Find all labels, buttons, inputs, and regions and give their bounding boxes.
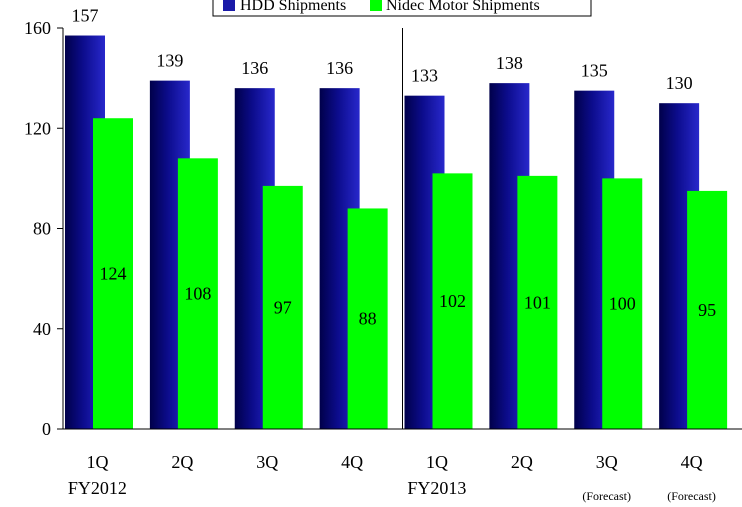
legend-label-nidec: Nidec Motor Shipments — [386, 0, 540, 14]
hdd-value-label: 139 — [156, 51, 183, 71]
hdd-value-label: 135 — [581, 61, 608, 81]
legend-label-hdd: HDD Shipments — [240, 0, 346, 14]
nidec-bar — [687, 190, 728, 429]
y-tick-label: 0 — [42, 419, 51, 439]
nidec-bar — [602, 178, 643, 429]
nidec-bar — [262, 185, 303, 429]
hdd-value-label: 136 — [326, 58, 353, 78]
hdd-value-label: 138 — [496, 53, 523, 73]
nidec-value-label: 97 — [274, 297, 292, 317]
nidec-bar — [93, 118, 133, 429]
nidec-value-label: 102 — [439, 291, 466, 311]
nidec-value-label: 124 — [100, 264, 127, 284]
category-label: 1Q — [426, 452, 448, 472]
category-note: (Forecast) — [667, 489, 716, 503]
hdd-value-label: 136 — [241, 58, 268, 78]
nidec-value-label: 88 — [359, 309, 377, 329]
category-label: 2Q — [171, 452, 193, 472]
y-axis: 0 40 80 120 160 — [24, 18, 64, 439]
nidec-value-label: 100 — [609, 294, 636, 314]
category-label: 1Q — [86, 452, 108, 472]
category-label: 4Q — [681, 452, 703, 472]
nidec-bar — [517, 175, 558, 429]
group-label: FY2013 — [407, 478, 466, 498]
bars: 157 124 139 108 136 97 136 88 133 102 138 101 135 100… — [65, 6, 728, 430]
legend-swatch-hdd — [223, 0, 235, 11]
category-label: 2Q — [511, 452, 533, 472]
nidec-value-label: 95 — [698, 300, 716, 320]
nidec-value-label: 101 — [524, 292, 551, 312]
y-tick-label: 160 — [24, 18, 51, 38]
nidec-bar — [432, 173, 473, 429]
hdd-value-label: 130 — [666, 73, 693, 93]
hdd-value-label: 133 — [411, 66, 438, 86]
legend-swatch-nidec — [370, 0, 382, 11]
x-axis: 1Q 2Q 3Q 4Q 1Q 2Q 3Q (Forecast) 4Q (Forecast) FY20… — [63, 28, 742, 503]
y-tick-label: 120 — [24, 118, 51, 138]
y-tick-label: 80 — [33, 219, 51, 239]
hdd-value-label: 157 — [72, 6, 99, 26]
nidec-bar — [347, 208, 388, 429]
nidec-bar — [177, 158, 218, 429]
y-tick-label: 40 — [33, 319, 51, 339]
legend-box — [212, 0, 592, 17]
legend: HDD Shipments Nidec Motor Shipments — [212, 0, 592, 17]
category-label: 3Q — [256, 452, 278, 472]
nidec-value-label: 108 — [184, 284, 211, 304]
category-label: 3Q — [596, 452, 618, 472]
group-label: FY2012 — [68, 478, 127, 498]
category-label: 4Q — [341, 452, 363, 472]
category-note: (Forecast) — [582, 489, 631, 503]
